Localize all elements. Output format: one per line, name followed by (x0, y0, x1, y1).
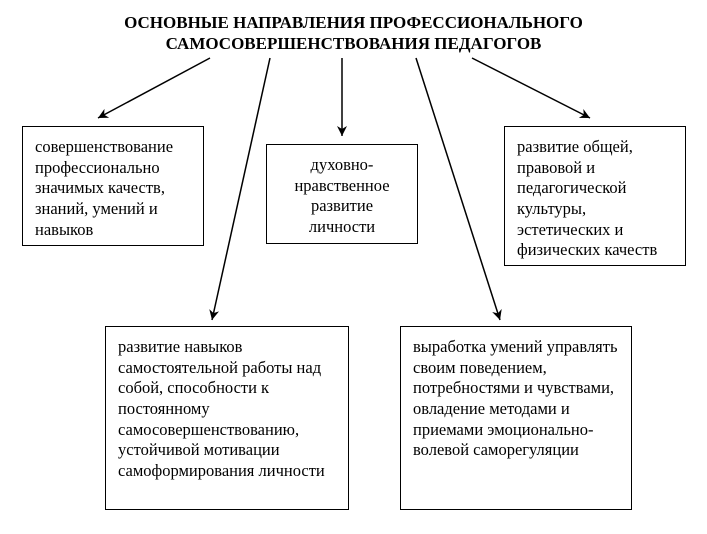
node-box-1: совершенствование профессионально значим… (22, 126, 204, 246)
node-box-2: духовно-нравственное развитие личности (266, 144, 418, 244)
diagram-title: ОСНОВНЫЕ НАПРАВЛЕНИЯ ПРОФЕССИОНАЛЬНОГО С… (0, 12, 707, 55)
node-box-3: развитие общей, правовой и педагогическо… (504, 126, 686, 266)
node-box-4: развитие навыков самостоятельной работы … (105, 326, 349, 510)
node-box-5: выработка умений управлять своим поведен… (400, 326, 632, 510)
